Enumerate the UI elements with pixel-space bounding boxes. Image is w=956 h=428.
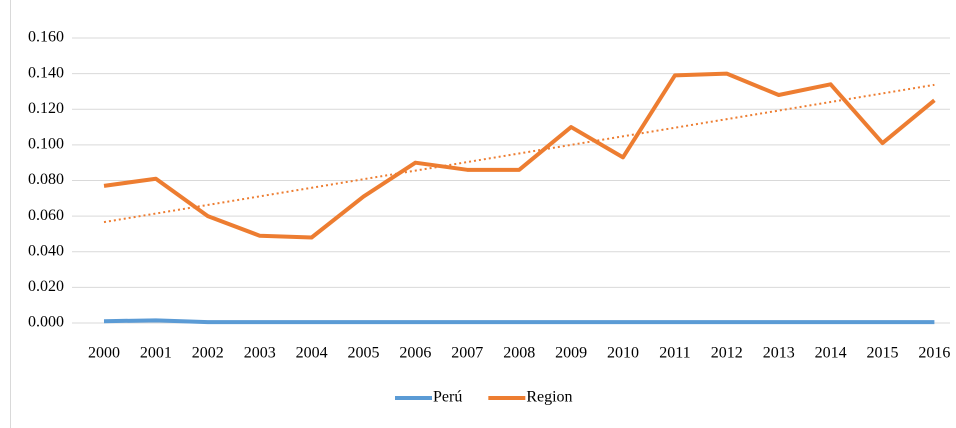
x-tick-label: 2007 (451, 345, 483, 362)
x-tick-label: 2015 (867, 345, 899, 362)
chart-frame (10, 0, 956, 428)
y-tick-label: 0.160 (28, 29, 64, 46)
y-tick-label: 0.000 (28, 314, 64, 331)
trendline (103, 83, 935, 224)
x-tick-label: 2013 (763, 345, 795, 362)
x-tick-label: 2002 (192, 345, 224, 362)
x-tick-label: 2001 (140, 345, 172, 362)
x-tick-label: 2009 (555, 345, 587, 362)
y-tick-label: 0.020 (28, 278, 64, 295)
y-tick-label: 0.040 (28, 242, 64, 259)
y-tick-label: 0.140 (28, 64, 64, 81)
legend-label: Perú (433, 389, 462, 406)
x-tick-label: 2010 (607, 345, 639, 362)
legend-label: Region (526, 389, 572, 406)
y-tick-label: 0.120 (28, 100, 64, 117)
x-tick-label: 2006 (399, 345, 431, 362)
series-line (103, 318, 935, 325)
x-tick-label: 2014 (815, 345, 847, 362)
x-tick-label: 2000 (88, 345, 120, 362)
x-tick-label: 2011 (659, 345, 690, 362)
x-tick-label: 2003 (244, 345, 276, 362)
x-tick-label: 2004 (296, 345, 328, 362)
y-tick-label: 0.060 (28, 207, 64, 224)
y-tick-label: 0.100 (28, 136, 64, 153)
x-tick-label: 2012 (711, 345, 743, 362)
x-tick-label: 2016 (918, 345, 950, 362)
x-tick-label: 2008 (503, 345, 535, 362)
y-tick-label: 0.080 (28, 171, 64, 188)
x-tick-label: 2005 (348, 345, 380, 362)
series-line (103, 71, 936, 240)
